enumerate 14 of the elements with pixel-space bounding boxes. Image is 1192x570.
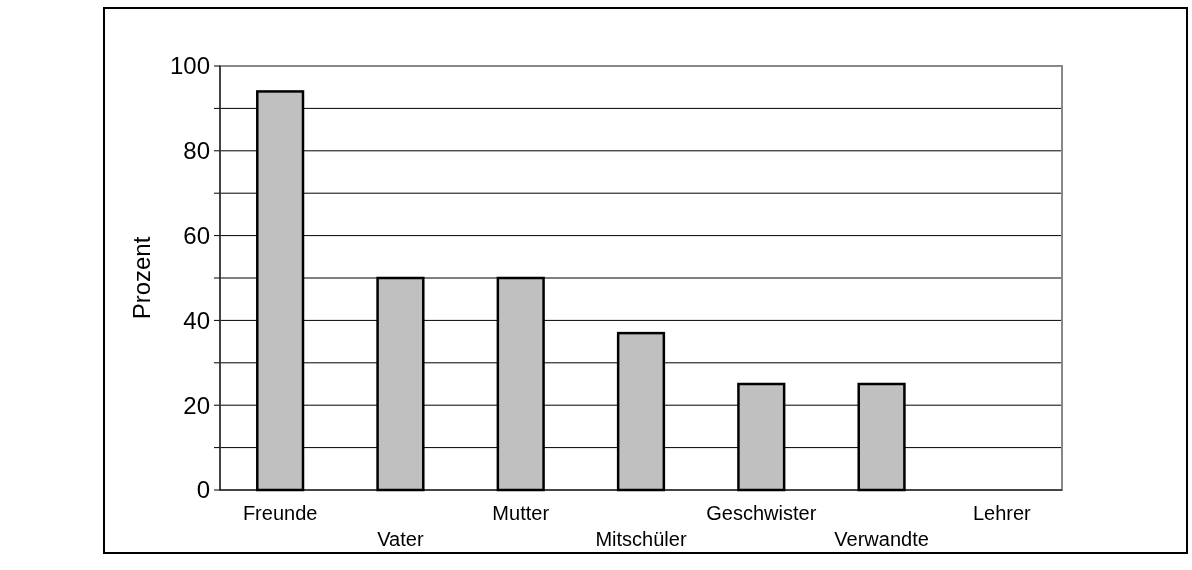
x-tick-label: Lehrer <box>972 502 1032 524</box>
x-tick-label: Geschwister <box>706 502 817 524</box>
x-tick-label: Mutter <box>492 502 550 524</box>
y-tick-label: 40 <box>183 306 210 334</box>
x-tick-label: Mitschüler <box>595 528 687 550</box>
y-axis-title: Prozent <box>128 236 155 320</box>
y-tick-label: 60 <box>183 222 210 249</box>
y-tick-label: 20 <box>183 391 210 419</box>
x-tick-label: Freunde <box>242 502 318 524</box>
y-tick-label: 100 <box>169 52 210 80</box>
x-tick-label: Verwandte <box>834 528 929 550</box>
x-tick-label: Vater <box>377 528 424 550</box>
y-tick-label: 80 <box>183 137 210 165</box>
y-tick-label: 0 <box>196 476 210 504</box>
